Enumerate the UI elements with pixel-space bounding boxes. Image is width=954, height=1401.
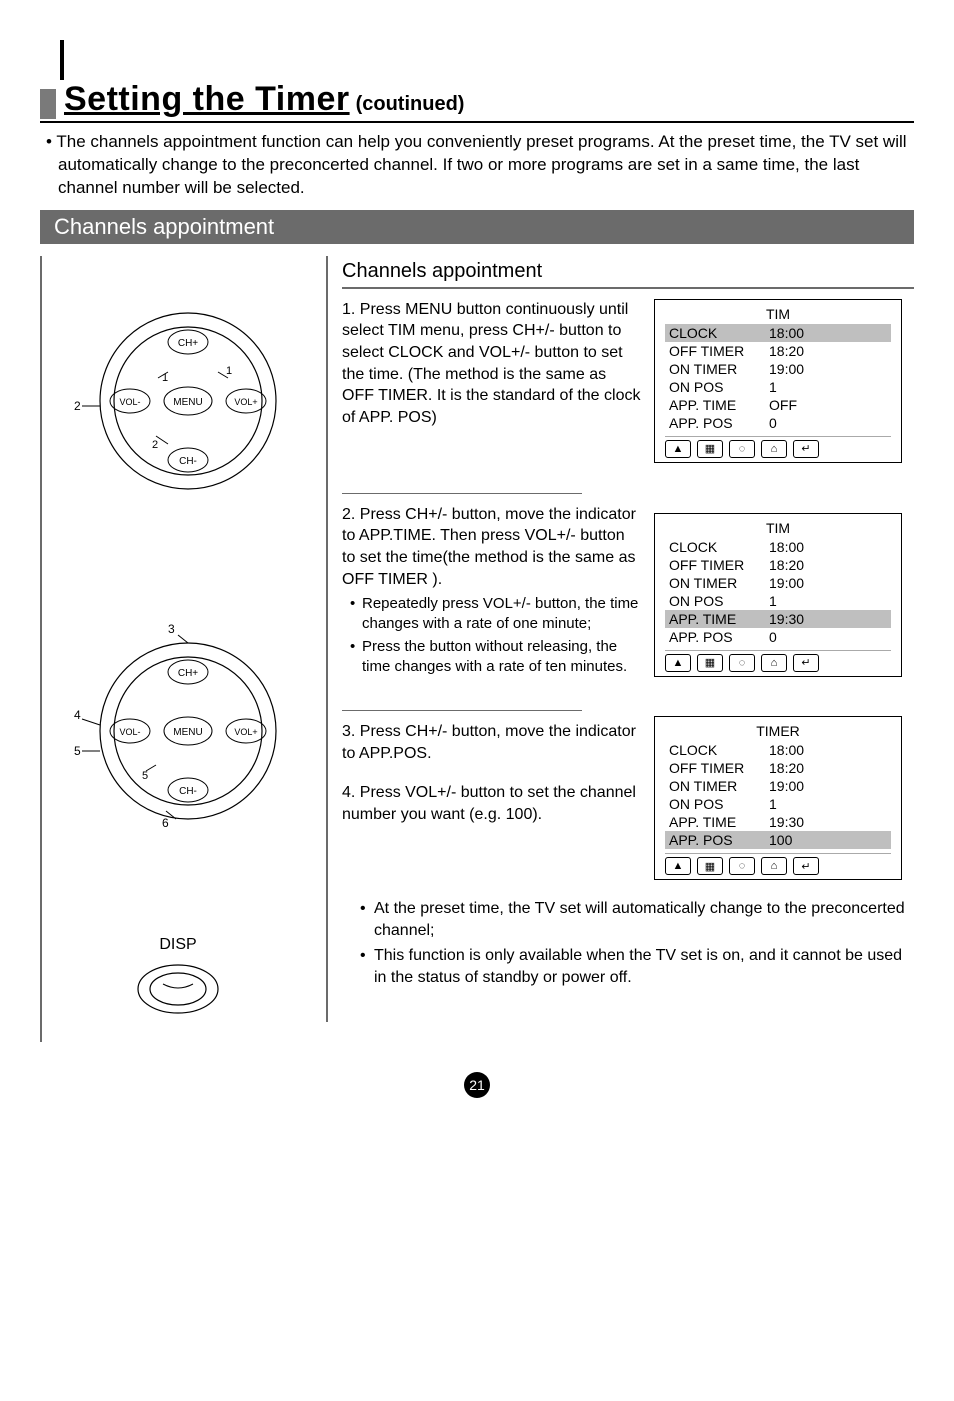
note-2: This function is only available when the… bbox=[360, 945, 914, 988]
osd-row: APP. TIME19:30 bbox=[665, 813, 891, 831]
osd-icon-row: ▲ ▦ ◌ ⌂ ↵ bbox=[665, 436, 891, 458]
svg-text:4: 4 bbox=[74, 708, 81, 722]
osd-row: CLOCK18:00 bbox=[665, 741, 891, 759]
step-2-text: 2. Press CH+/- button, move the indicato… bbox=[342, 479, 642, 680]
osd-panel-1: TIM CLOCK18:00 OFF TIMER18:20 ON TIMER19… bbox=[654, 299, 902, 463]
grid-icon: ▦ bbox=[697, 440, 723, 458]
right-column: Channels appointment 1. Press MENU butto… bbox=[326, 256, 914, 1022]
sub-heading: Channels appointment bbox=[342, 256, 914, 289]
osd-row: ON TIMER19:00 bbox=[665, 360, 891, 378]
osd-panel-3: TIMER CLOCK18:00 OFF TIMER18:20 ON TIMER… bbox=[654, 716, 902, 880]
note-1: At the preset time, the TV set will auto… bbox=[360, 898, 914, 941]
step-3-4-text: 3. Press CH+/- button, move the indicato… bbox=[342, 696, 642, 825]
step-3-main: 3. Press CH+/- button, move the indicato… bbox=[342, 721, 642, 764]
svg-text:6: 6 bbox=[162, 816, 169, 830]
svg-text:MENU: MENU bbox=[173, 727, 202, 738]
osd-row: CLOCK18:00 bbox=[665, 538, 891, 556]
osd-2-title: TIM bbox=[665, 520, 891, 536]
osd-row: OFF TIMER18:20 bbox=[665, 556, 891, 574]
osd-icon-row: ▲ ▦ ◌ ⌂ ↵ bbox=[665, 650, 891, 672]
step-3-4-row: 3. Press CH+/- button, move the indicato… bbox=[342, 696, 914, 880]
return-icon: ↵ bbox=[793, 440, 819, 458]
content-grid: CH+ CH- VOL- VOL+ MENU 1 1 2 bbox=[40, 256, 914, 1042]
svg-text:2: 2 bbox=[74, 399, 81, 413]
osd-row: ON POS1 bbox=[665, 378, 891, 396]
notes-block: At the preset time, the TV set will auto… bbox=[360, 898, 914, 988]
title-marker bbox=[40, 89, 56, 119]
tray-icon: ⌂ bbox=[761, 857, 787, 875]
page-title: Setting the Timer bbox=[64, 80, 350, 119]
osd-icon-row: ▲ ▦ ◌ ⌂ ↵ bbox=[665, 853, 891, 875]
intro-text: The channels appointment function can he… bbox=[56, 132, 906, 197]
step-2-bullet-2: Press the button without releasing, the … bbox=[350, 637, 642, 676]
page-title-row: Setting the Timer (coutinued) bbox=[40, 80, 914, 123]
control-dial-2: CH+ CH- VOL- VOL+ MENU 3 4 5 5 6 bbox=[68, 621, 288, 836]
svg-text:1: 1 bbox=[226, 365, 232, 377]
osd-row: CLOCK18:00 bbox=[665, 324, 891, 342]
osd-panel-2: TIM CLOCK18:00 OFF TIMER18:20 ON TIMER19… bbox=[654, 513, 902, 677]
page-number: 21 bbox=[40, 1072, 914, 1098]
nav-up-icon: ▲ bbox=[665, 857, 691, 875]
osd-row: ON TIMER19:00 bbox=[665, 574, 891, 592]
step-4-main: 4. Press VOL+/- button to set the channe… bbox=[342, 782, 642, 825]
section-heading-bar: Channels appointment bbox=[40, 210, 914, 244]
tray-icon: ⌂ bbox=[761, 654, 787, 672]
svg-text:VOL-: VOL- bbox=[119, 727, 140, 737]
control-dial-1: CH+ CH- VOL- VOL+ MENU 1 1 2 bbox=[68, 306, 288, 501]
osd-row: APP. POS0 bbox=[665, 414, 891, 432]
step-1-row: 1. Press MENU button continuously until … bbox=[342, 299, 914, 463]
intro-paragraph: • The channels appointment function can … bbox=[58, 131, 914, 200]
circle-icon: ◌ bbox=[729, 440, 755, 458]
grid-icon: ▦ bbox=[697, 654, 723, 672]
return-icon: ↵ bbox=[793, 654, 819, 672]
nav-up-icon: ▲ bbox=[665, 654, 691, 672]
osd-1-title: TIM bbox=[665, 306, 891, 322]
left-column: CH+ CH- VOL- VOL+ MENU 1 1 2 bbox=[48, 256, 308, 1022]
svg-text:5: 5 bbox=[142, 770, 148, 782]
svg-text:VOL+: VOL+ bbox=[234, 727, 257, 737]
vol-plus-label: VOL+ bbox=[234, 397, 257, 407]
osd-row: ON POS1 bbox=[665, 795, 891, 813]
page-top-rule bbox=[60, 40, 914, 80]
grid-icon: ▦ bbox=[697, 857, 723, 875]
osd-row: ON TIMER19:00 bbox=[665, 777, 891, 795]
osd-row: OFF TIMER18:20 bbox=[665, 759, 891, 777]
osd-row: APP. TIME19:30 bbox=[665, 610, 891, 628]
svg-text:2: 2 bbox=[152, 439, 158, 451]
svg-text:3: 3 bbox=[168, 622, 175, 636]
step-1-text: 1. Press MENU button continuously until … bbox=[342, 299, 642, 429]
page-number-badge: 21 bbox=[464, 1072, 490, 1098]
page-title-continued: (coutinued) bbox=[356, 93, 465, 116]
osd-3-title: TIMER bbox=[665, 723, 891, 739]
svg-text:CH-: CH- bbox=[179, 786, 197, 797]
ch-minus-label: CH- bbox=[179, 456, 197, 467]
tray-icon: ⌂ bbox=[761, 440, 787, 458]
osd-row: ON POS1 bbox=[665, 592, 891, 610]
svg-text:1: 1 bbox=[162, 372, 168, 384]
step-2-main: 2. Press CH+/- button, move the indicato… bbox=[342, 504, 642, 590]
svg-text:5: 5 bbox=[74, 744, 81, 758]
return-icon: ↵ bbox=[793, 857, 819, 875]
vol-minus-label: VOL- bbox=[119, 397, 140, 407]
ch-plus-label: CH+ bbox=[178, 338, 198, 349]
disp-label: DISP bbox=[133, 936, 223, 954]
circle-icon: ◌ bbox=[729, 857, 755, 875]
nav-up-icon: ▲ bbox=[665, 440, 691, 458]
osd-row: APP. TIMEOFF bbox=[665, 396, 891, 414]
circle-icon: ◌ bbox=[729, 654, 755, 672]
svg-text:CH+: CH+ bbox=[178, 668, 198, 679]
menu-label: MENU bbox=[173, 397, 202, 408]
osd-row: OFF TIMER18:20 bbox=[665, 342, 891, 360]
step-2-row: 2. Press CH+/- button, move the indicato… bbox=[342, 479, 914, 680]
step-2-bullet-1: Repeatedly press VOL+/- button, the time… bbox=[350, 594, 642, 633]
osd-row: APP. POS0 bbox=[665, 628, 891, 646]
osd-row: APP. POS100 bbox=[665, 831, 891, 849]
disp-control: DISP bbox=[133, 936, 223, 1022]
